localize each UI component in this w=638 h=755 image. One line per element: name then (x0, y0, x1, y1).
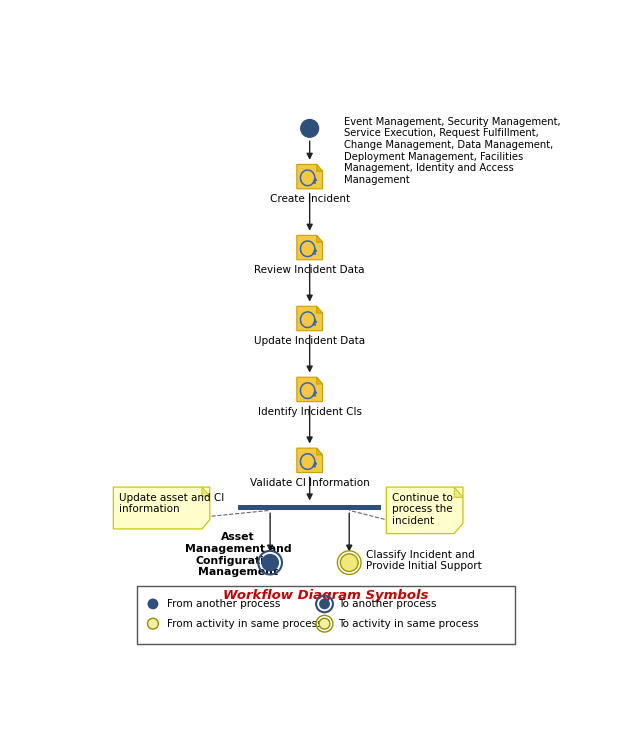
Polygon shape (316, 307, 323, 313)
Text: Classify Incident and
Provide Initial Support: Classify Incident and Provide Initial Su… (366, 550, 481, 571)
Ellipse shape (319, 599, 330, 609)
Ellipse shape (300, 119, 318, 137)
Polygon shape (114, 487, 210, 529)
Polygon shape (316, 236, 323, 242)
Text: From activity in same process: From activity in same process (167, 618, 322, 629)
Text: Identify Incident CIs: Identify Incident CIs (258, 407, 362, 417)
Polygon shape (297, 236, 323, 260)
Polygon shape (316, 448, 323, 455)
Polygon shape (202, 487, 210, 496)
Polygon shape (387, 487, 463, 534)
Ellipse shape (147, 599, 158, 609)
Text: Update Incident Data: Update Incident Data (254, 336, 365, 346)
Ellipse shape (340, 554, 358, 572)
Polygon shape (297, 378, 323, 402)
Polygon shape (316, 165, 323, 171)
FancyBboxPatch shape (137, 586, 515, 644)
Text: Review Incident Data: Review Incident Data (255, 265, 365, 275)
FancyBboxPatch shape (238, 504, 382, 510)
Text: Validate CI Information: Validate CI Information (250, 478, 369, 488)
Text: From another process: From another process (167, 599, 280, 609)
Ellipse shape (319, 618, 330, 629)
Ellipse shape (261, 554, 279, 572)
Text: Workflow Diagram Symbols: Workflow Diagram Symbols (223, 590, 429, 602)
Polygon shape (297, 448, 323, 473)
Text: Event Management, Security Management,
Service Execution, Request Fulfillment,
C: Event Management, Security Management, S… (345, 117, 561, 185)
Text: To activity in same process: To activity in same process (338, 618, 479, 629)
Text: To another process: To another process (338, 599, 437, 609)
Ellipse shape (147, 618, 158, 629)
Text: Continue to
process the
incident: Continue to process the incident (392, 493, 453, 526)
Text: Update asset and CI
information: Update asset and CI information (119, 493, 225, 514)
Text: Asset
Management and
Configuration
Management: Asset Management and Configuration Manag… (184, 532, 292, 578)
Polygon shape (297, 307, 323, 331)
Polygon shape (297, 165, 323, 189)
Text: Create Incident: Create Incident (270, 194, 350, 204)
Polygon shape (316, 378, 323, 384)
Polygon shape (454, 487, 463, 498)
